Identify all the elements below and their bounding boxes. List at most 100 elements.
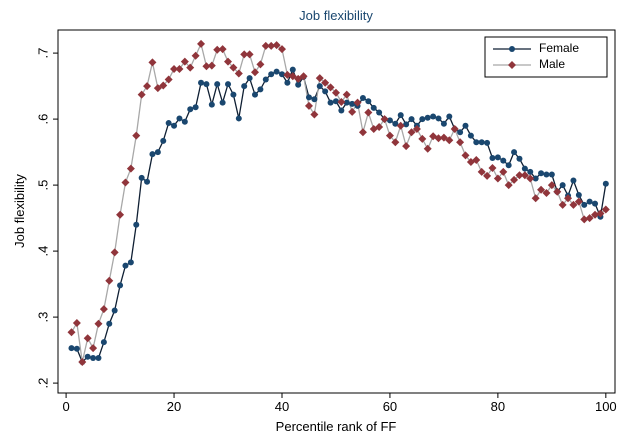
data-point	[218, 45, 227, 54]
data-point	[403, 121, 410, 128]
data-point	[273, 68, 280, 75]
x-tick-label: 0	[62, 399, 69, 414]
data-point	[165, 120, 172, 127]
data-point	[504, 181, 513, 190]
series-line	[71, 67, 607, 364]
data-point	[488, 163, 497, 172]
data-point	[203, 81, 210, 88]
data-point	[148, 58, 157, 67]
data-point	[219, 99, 226, 106]
data-point	[543, 171, 550, 178]
data-point	[385, 131, 394, 140]
data-point	[353, 98, 362, 107]
data-point	[602, 180, 609, 187]
data-point	[559, 182, 566, 189]
data-point	[202, 62, 211, 71]
data-point	[181, 118, 188, 125]
legend-marker	[509, 46, 515, 52]
data-point	[122, 262, 129, 269]
data-point	[214, 81, 221, 88]
data-point	[235, 115, 242, 122]
data-point	[477, 167, 486, 176]
data-point	[484, 139, 491, 146]
data-point	[548, 171, 555, 178]
data-point	[494, 154, 501, 161]
data-point	[132, 131, 141, 140]
data-point	[164, 75, 173, 84]
data-point	[208, 101, 215, 108]
data-point	[392, 120, 399, 127]
series-line	[70, 41, 607, 363]
data-point	[446, 113, 453, 120]
data-point	[592, 200, 599, 207]
data-point	[326, 83, 335, 92]
data-point	[435, 115, 442, 122]
data-point	[304, 101, 313, 110]
x-tick-label: 60	[383, 399, 397, 414]
data-point	[521, 165, 528, 172]
data-point	[419, 116, 426, 123]
data-point	[516, 155, 523, 162]
data-point	[261, 41, 270, 50]
x-axis-label: Percentile rank of FF	[276, 419, 397, 434]
data-point	[106, 320, 113, 327]
data-point	[289, 66, 296, 73]
data-point	[434, 134, 443, 143]
data-point	[272, 41, 281, 50]
data-point	[100, 339, 107, 346]
data-point	[489, 155, 496, 162]
data-point	[94, 319, 103, 328]
data-point	[538, 170, 545, 177]
data-point	[198, 79, 205, 86]
data-point	[542, 189, 551, 198]
data-point	[267, 41, 276, 50]
data-point	[176, 115, 183, 122]
data-point	[418, 134, 427, 143]
data-point	[73, 345, 80, 352]
data-point	[288, 72, 297, 81]
data-point	[322, 88, 329, 95]
data-point	[310, 110, 319, 119]
data-point	[364, 108, 373, 117]
data-point	[376, 109, 383, 116]
data-point	[311, 96, 318, 103]
data-point	[500, 157, 507, 164]
data-point	[331, 88, 340, 97]
data-point	[380, 115, 389, 124]
data-point	[252, 91, 259, 98]
data-point	[515, 171, 524, 180]
data-point	[343, 99, 350, 106]
data-point	[505, 162, 512, 169]
data-point	[520, 171, 529, 180]
data-point	[154, 149, 161, 156]
data-point	[478, 139, 485, 146]
data-point	[95, 355, 102, 362]
data-point	[268, 71, 275, 78]
data-point	[283, 70, 292, 79]
data-point	[321, 78, 330, 87]
data-point	[402, 142, 411, 151]
data-point	[510, 175, 519, 184]
x-tick-label: 100	[595, 399, 617, 414]
x-tick-label: 20	[167, 399, 181, 414]
data-point	[68, 345, 75, 352]
data-point	[547, 181, 556, 190]
data-point	[424, 114, 431, 121]
data-point	[370, 104, 377, 111]
plot-frame	[57, 29, 616, 394]
data-point	[230, 91, 237, 98]
data-point	[332, 98, 339, 105]
data-point	[396, 121, 405, 130]
data-point	[171, 122, 178, 129]
data-point	[467, 132, 474, 139]
data-point	[111, 307, 118, 314]
data-point	[144, 178, 151, 185]
data-point	[143, 82, 152, 91]
data-point	[493, 174, 502, 183]
data-point	[83, 334, 92, 343]
data-point	[450, 125, 459, 133]
data-point	[105, 276, 114, 285]
data-point	[234, 69, 243, 78]
data-point	[160, 137, 167, 144]
data-point	[359, 94, 366, 101]
